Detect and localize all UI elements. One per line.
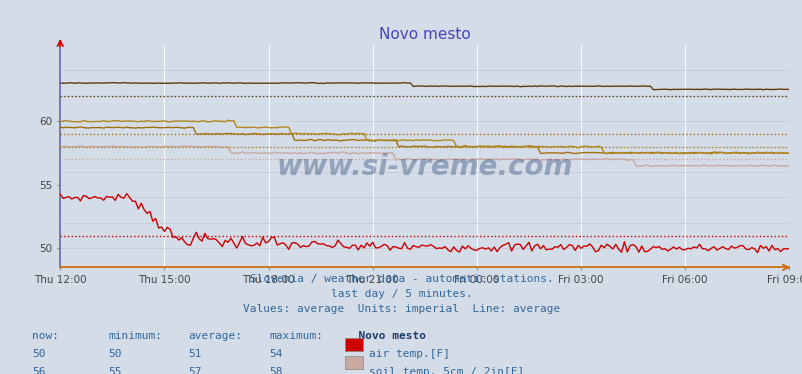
Title: Novo mesto: Novo mesto <box>379 27 470 42</box>
Text: Values: average  Units: imperial  Line: average: Values: average Units: imperial Line: av… <box>242 304 560 314</box>
Text: minimum:: minimum: <box>108 331 162 341</box>
Text: 57: 57 <box>188 367 202 374</box>
Text: 55: 55 <box>108 367 122 374</box>
Text: 58: 58 <box>269 367 282 374</box>
Text: Novo mesto: Novo mesto <box>345 331 426 341</box>
Text: 56: 56 <box>32 367 46 374</box>
Text: 54: 54 <box>269 349 282 359</box>
Text: now:: now: <box>32 331 59 341</box>
Text: air temp.[F]: air temp.[F] <box>369 349 450 359</box>
Text: 51: 51 <box>188 349 202 359</box>
Text: last day / 5 minutes.: last day / 5 minutes. <box>330 289 472 299</box>
Text: average:: average: <box>188 331 242 341</box>
Text: Slovenia / weather data - automatic stations.: Slovenia / weather data - automatic stat… <box>249 275 553 284</box>
Text: www.si-vreme.com: www.si-vreme.com <box>276 153 573 181</box>
Text: 50: 50 <box>32 349 46 359</box>
Text: maximum:: maximum: <box>269 331 322 341</box>
Text: 50: 50 <box>108 349 122 359</box>
Text: soil temp. 5cm / 2in[F]: soil temp. 5cm / 2in[F] <box>369 367 524 374</box>
